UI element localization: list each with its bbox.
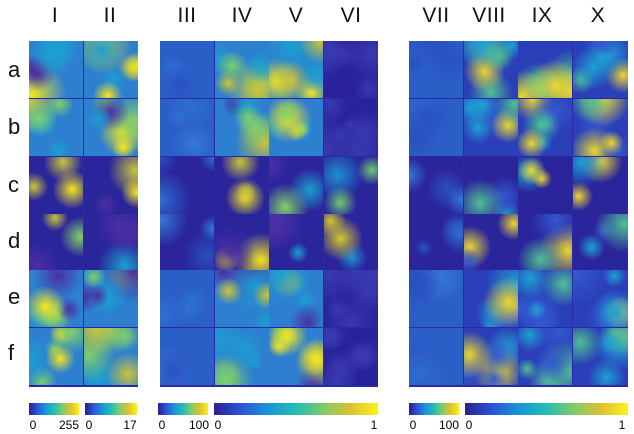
colorbar-2-min: 0 [85,418,93,432]
cell-b-10 [573,99,628,156]
cell-c-3 [160,157,214,214]
cell-a-1 [29,41,83,98]
cell-f-1 [29,328,83,385]
cell-d-3 [160,214,214,271]
cell-d-8 [464,214,518,271]
colorbar-5-max: 100 [438,418,460,432]
colorbar-5-min: 0 [409,418,417,432]
row-label-d: d [8,228,21,253]
cell-a-4 [215,41,269,98]
col-label-7: VII [422,4,450,27]
cell-f-8 [464,328,518,385]
colorbar-2 [85,403,137,415]
row-label-b: b [8,114,21,139]
cell-e-7 [409,270,463,327]
col-label-8: VIII [472,4,506,27]
row-label-e: e [8,284,21,309]
cell-d-10 [573,214,628,271]
cell-c-7 [409,157,463,214]
cell-e-10 [573,270,628,327]
cell-b-8 [464,99,518,156]
col-label-10: X [590,4,606,27]
col-label-9: IX [531,4,553,27]
cell-c-5 [269,157,323,214]
colorbar-4 [214,403,378,415]
cell-a-8 [464,41,518,98]
cell-d-4 [215,214,269,271]
cell-a-3 [160,41,214,98]
row-label-c: c [8,172,19,197]
colorbar-1-min: 0 [29,418,37,432]
cell-e-3 [160,270,214,327]
cell-f-4 [215,328,269,385]
colorbar-5 [409,403,459,415]
cell-b-2 [84,99,138,156]
cell-b-4 [215,99,269,156]
cell-e-5 [269,270,323,327]
cell-e-9 [518,270,572,327]
cell-d-2 [84,214,138,271]
cell-e-1 [29,270,83,327]
cell-a-5 [269,41,323,98]
colorbar-4-min: 0 [214,418,222,432]
row-label-f: f [8,340,15,365]
cell-f-2 [84,328,138,385]
row-label-a: a [8,57,21,82]
colorbar-3-min: 0 [158,418,166,432]
cell-b-3 [160,99,214,156]
colorbar-1 [29,403,79,415]
cell-f-10 [573,328,628,385]
cell-d-6 [324,214,378,271]
cell-c-10 [573,157,628,214]
col-label-2: II [103,4,117,27]
cell-b-6 [324,99,378,156]
cell-e-4 [215,270,269,327]
cell-c-4 [215,157,269,214]
cell-c-2 [84,157,138,214]
col-label-5: V [288,4,304,27]
colorbar-6-min: 0 [465,418,473,432]
cell-f-9 [518,328,572,385]
cell-a-2 [84,41,138,98]
cell-b-9 [518,99,572,156]
cell-b-1 [29,99,83,156]
cell-e-2 [84,270,138,327]
cell-b-7 [409,99,463,156]
cell-f-7 [409,328,463,385]
cell-a-9 [518,41,572,98]
colorbar-6 [465,403,628,415]
cell-f-3 [160,328,214,385]
cell-b-5 [269,99,323,156]
cell-d-1 [29,214,83,271]
colorbar-1-max: 255 [58,418,80,432]
cell-c-6 [324,157,378,214]
colorbar-4-max: 1 [370,418,378,432]
cell-c-8 [464,157,518,214]
cell-d-7 [409,214,463,271]
cell-c-9 [518,157,572,214]
cell-a-6 [324,41,378,98]
cell-f-6 [324,328,378,385]
cell-f-5 [269,328,323,385]
colorbar-6-max: 1 [618,418,626,432]
col-label-4: IV [231,4,253,27]
cell-e-6 [324,270,378,327]
cell-a-10 [573,41,628,98]
cell-a-7 [409,41,463,98]
cell-c-1 [29,157,83,214]
cell-d-9 [518,214,572,271]
colorbar-2-max: 17 [123,418,137,432]
cell-d-5 [269,214,323,271]
cell-e-8 [464,270,518,327]
colorbar-3-max: 100 [188,418,210,432]
col-label-6: VI [340,4,362,27]
col-label-1: I [51,4,59,27]
colorbar-3 [158,403,208,415]
col-label-3: III [177,4,197,27]
